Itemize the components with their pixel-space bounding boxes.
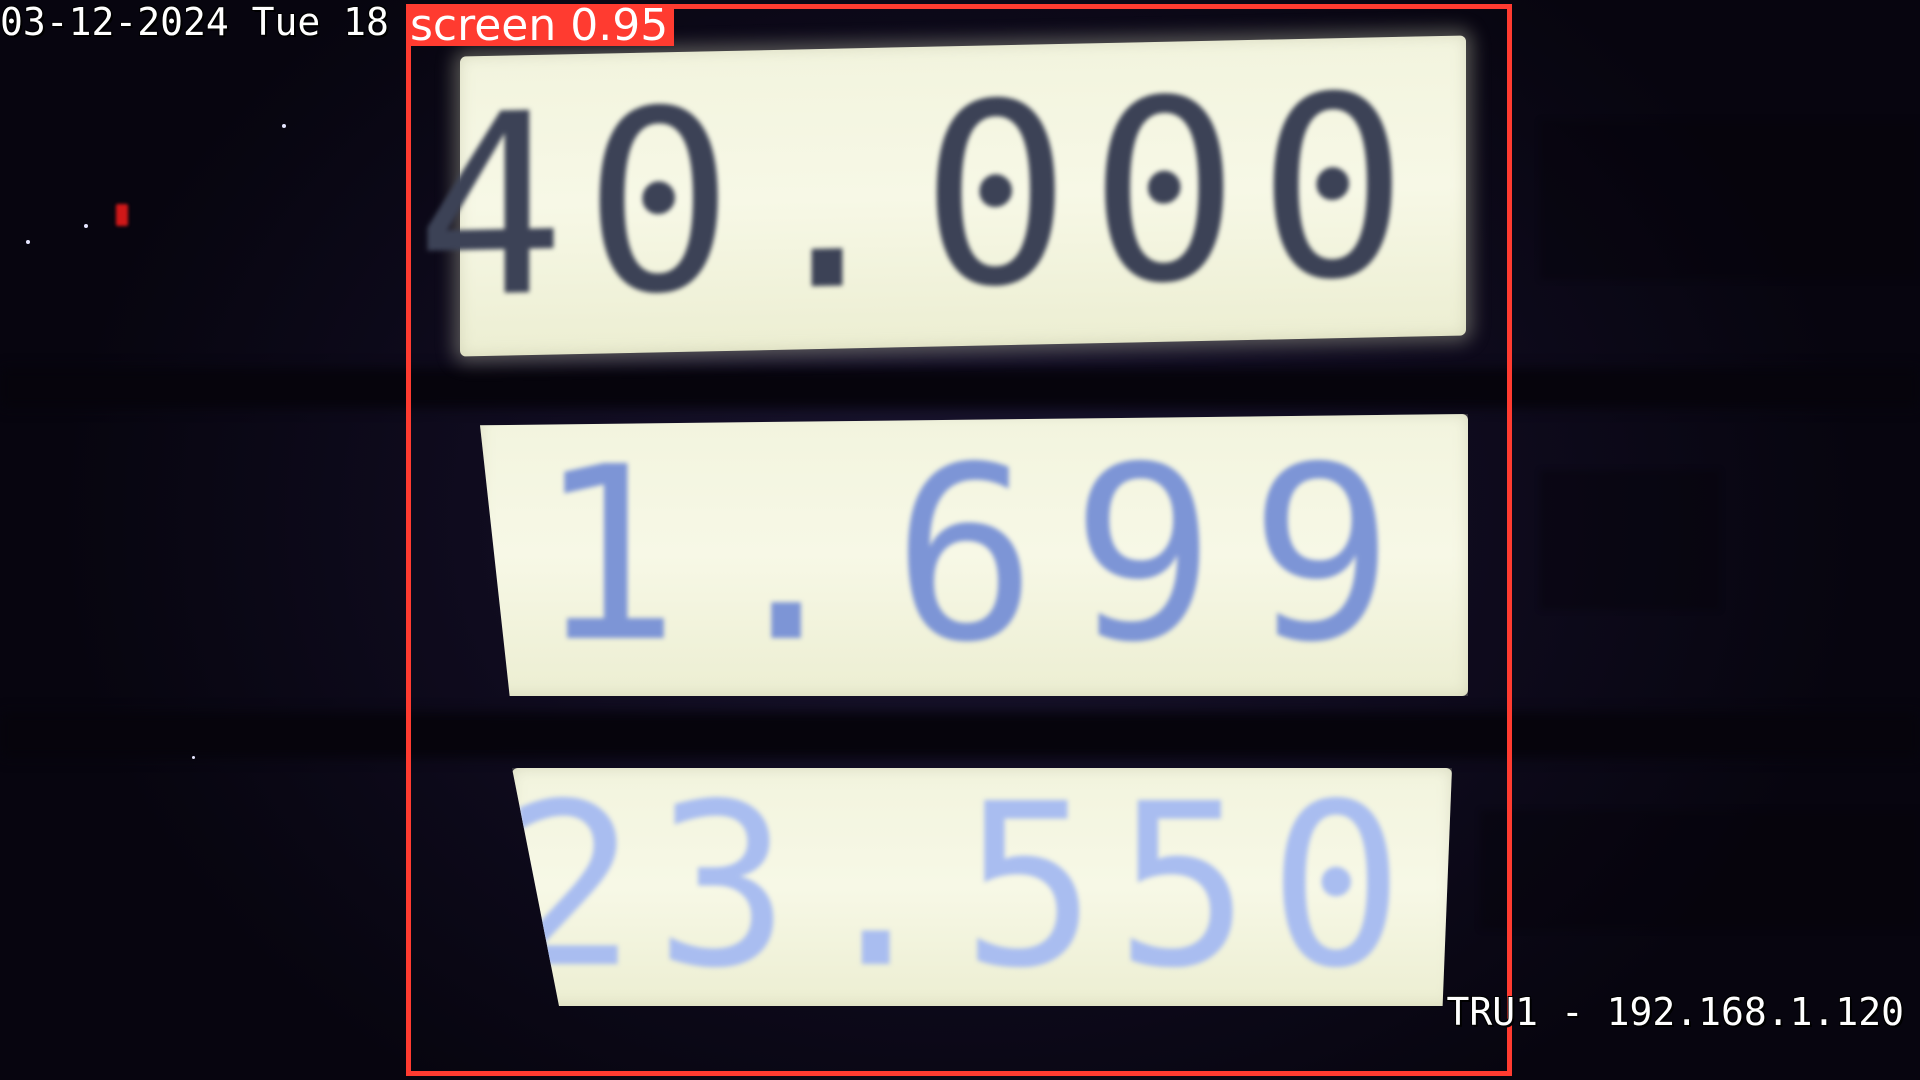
light-speck (192, 756, 195, 759)
osd-timestamp: 03-12-2024 Tue 18 (0, 0, 389, 44)
panel-separator-top (0, 368, 1920, 408)
light-speck (26, 240, 30, 244)
lcd-unit-price-value: 23.550 (501, 756, 1422, 1018)
panel-separator-bottom (0, 712, 1920, 758)
light-speck (84, 224, 88, 228)
lcd-unit-price-panel: 23.550 (512, 768, 1452, 1006)
red-indicator-light-icon (116, 204, 128, 226)
lcd-volume-value: 1.699 (535, 415, 1428, 695)
background-panel-text-1 (1540, 120, 1920, 280)
light-speck (282, 124, 286, 128)
detection-bounding-box (406, 4, 1512, 1076)
background-panel-text-2 (1540, 470, 1720, 610)
lcd-volume-panel: 1.699 (480, 414, 1468, 696)
background-panel-text-3 (1480, 810, 1920, 930)
osd-camera-id: TRU1 - 192.168.1.120 (1446, 990, 1904, 1034)
detection-label: screen 0.95 (406, 4, 675, 48)
